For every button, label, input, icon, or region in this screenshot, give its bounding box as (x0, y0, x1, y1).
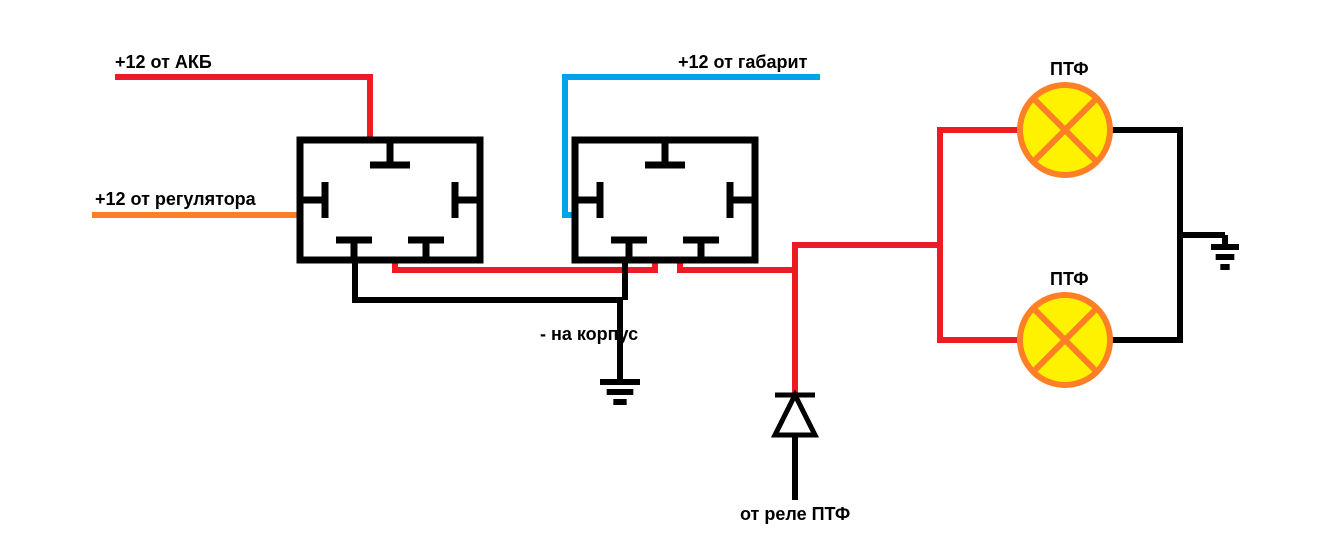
wire-black_lamp1_out (1110, 130, 1180, 235)
relay-1 (298, 138, 482, 262)
label-korpus: - на корпус (540, 324, 638, 344)
wire-red_lamp1 (940, 130, 1020, 245)
ground-lamps (1211, 235, 1239, 267)
label-ptf1: ПТФ (1050, 59, 1089, 79)
wiring-diagram: +12 от АКБ +12 от регулятора +12 от габари… (0, 0, 1338, 550)
label-akb: +12 от АКБ (115, 52, 212, 72)
wire-black_lamp2_out (1110, 235, 1180, 340)
label-rele_ptf: от реле ПТФ (740, 504, 850, 524)
wire-red_lamp2 (940, 245, 1020, 340)
wire-red_akb (115, 77, 370, 145)
lamp-ptf-1 (1020, 85, 1110, 175)
diode (775, 395, 815, 435)
label-regulator: +12 от регулятора (95, 189, 257, 209)
relay-2 (573, 138, 757, 262)
label-ptf2: ПТФ (1050, 269, 1089, 289)
lamp-ptf-2 (1020, 295, 1110, 385)
ground-chassis (600, 370, 640, 402)
label-gabarit: +12 от габарит (678, 52, 808, 72)
